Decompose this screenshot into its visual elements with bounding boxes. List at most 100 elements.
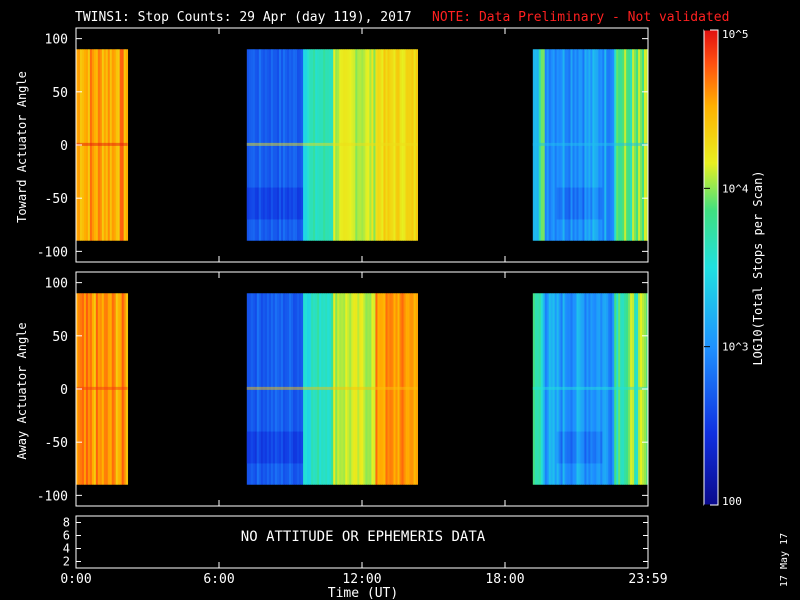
heatmap-band [566, 431, 569, 464]
heatmap-band [566, 187, 569, 220]
x-tick-label: 6:00 [203, 572, 234, 587]
y-tick-label: -100 [37, 245, 68, 260]
chart-title: TWINS1: Stop Counts: 29 Apr (day 119), 2… [75, 10, 412, 25]
toward-ylabel: Toward Actuator Angle [15, 71, 29, 223]
heatmap-band [568, 187, 571, 220]
heatmap-band [272, 431, 276, 464]
heatmap-band [297, 187, 300, 220]
zero-angle-band [246, 142, 418, 146]
heatmap-band [299, 187, 302, 220]
heatmap-band [572, 187, 575, 220]
heatmap-band [562, 431, 565, 464]
away-ylabel: Away Actuator Angle [15, 322, 29, 459]
heatmap-band [299, 431, 302, 464]
heatmap-band [598, 431, 601, 464]
y-tick-label: -50 [45, 192, 68, 207]
heatmap-band [562, 187, 565, 220]
heatmap-band [280, 187, 284, 220]
y-tick-label: 6 [63, 529, 70, 543]
heatmap-band [278, 431, 282, 464]
heatmap-band [596, 187, 599, 220]
heatmap-band [268, 187, 272, 220]
heatmap-band [556, 431, 560, 464]
zero-angle-band [76, 386, 128, 390]
heatmap-band [282, 431, 286, 464]
zero-angle-band [532, 386, 648, 390]
heatmap-band [588, 187, 591, 220]
y-tick-label: -100 [37, 489, 68, 504]
heatmap-band [558, 187, 562, 220]
heatmap-band [574, 187, 577, 220]
heatmap-band [248, 187, 252, 220]
heatmap-band [293, 187, 296, 220]
heatmap-band [576, 431, 579, 464]
x-tick-label: 0:00 [60, 572, 91, 587]
heatmap-band [598, 187, 601, 220]
heatmap-band [578, 431, 581, 464]
heatmap-band [254, 187, 258, 220]
colorbar [703, 29, 719, 506]
heatmap-band [262, 187, 266, 220]
heatmap-band [270, 431, 274, 464]
heatmap-band [564, 431, 567, 464]
x-tick-label: 18:00 [485, 572, 524, 587]
heatmap-band [594, 187, 597, 220]
heatmap-band [576, 187, 579, 220]
heatmap-band [580, 187, 583, 220]
heatmap-band [258, 187, 262, 220]
heatmap-band [590, 187, 593, 220]
heatmap-band [596, 431, 599, 464]
heatmap-band [287, 187, 290, 220]
heatmap-band [574, 431, 577, 464]
x-axis-label: Time (UT) [328, 586, 398, 600]
heatmap-band [570, 431, 573, 464]
heatmap-band [594, 431, 597, 464]
heatmap-band [246, 187, 250, 220]
y-tick-label: 100 [45, 33, 68, 48]
heatmap-band [301, 431, 304, 464]
heatmap-band [250, 431, 254, 464]
heatmap-band [272, 187, 276, 220]
heatmap-band [266, 187, 270, 220]
x-tick-label: 12:00 [342, 572, 381, 587]
y-tick-label: 50 [52, 86, 68, 101]
heatmap-band [262, 431, 266, 464]
heatmap-band [274, 431, 278, 464]
heatmap-band [256, 431, 260, 464]
heatmap-band [289, 431, 292, 464]
heatmap-band [276, 187, 280, 220]
heatmap-band [293, 431, 296, 464]
heatmap-band [584, 187, 587, 220]
heatmap-band [248, 431, 252, 464]
heatmap-band [264, 431, 268, 464]
heatmap-band [586, 187, 589, 220]
heatmap-band [560, 431, 563, 464]
heatmap-band [264, 187, 268, 220]
heatmap-band [287, 431, 290, 464]
heatmap-band [297, 431, 300, 464]
heatmap-band [280, 431, 284, 464]
y-tick-label: 50 [52, 330, 68, 345]
colorbar-label: LOG10(Total Stops per Scan) [751, 170, 765, 365]
heatmap-band [278, 187, 282, 220]
heatmap-band [284, 431, 288, 464]
heatmap-band [289, 187, 292, 220]
y-tick-label: 0 [60, 383, 68, 398]
heatmap-band [582, 431, 585, 464]
heatmap-band [291, 187, 294, 220]
heatmap-band [586, 431, 589, 464]
colorbar-tick-label: 100 [722, 495, 742, 508]
y-tick-label: 0 [60, 139, 68, 154]
heatmap-band [582, 187, 585, 220]
zero-angle-band [532, 142, 648, 146]
x-tick-label: 23:59 [628, 572, 667, 587]
preliminary-note: NOTE: Data Preliminary - Not validated [432, 10, 729, 25]
colorbar-tick-label: 10^4 [722, 182, 749, 195]
heatmap-band [274, 187, 278, 220]
heatmap-band [556, 187, 560, 220]
heatmap-band [282, 187, 286, 220]
heatmap-band [578, 187, 581, 220]
y-tick-label: 8 [63, 516, 70, 530]
